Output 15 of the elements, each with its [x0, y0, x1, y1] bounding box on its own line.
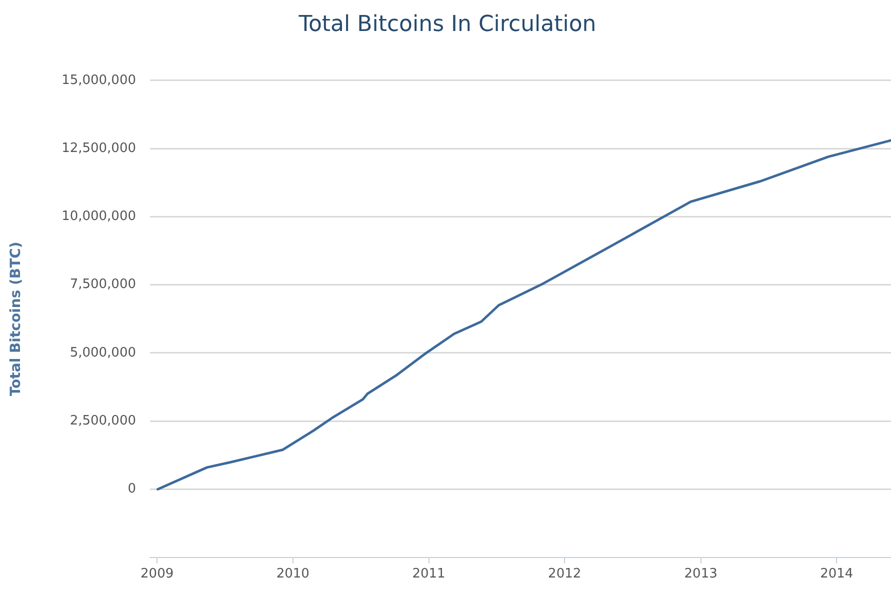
y-tick-label: 12,500,000 [62, 140, 136, 156]
x-tick-label: 2013 [684, 566, 718, 582]
y-axis-title: Total Bitcoins (BTC) [8, 242, 24, 396]
x-tick-label: 2014 [820, 566, 854, 582]
x-tick-label: 2012 [548, 566, 582, 582]
x-tick-label: 2009 [140, 566, 174, 582]
x-tick-label: 2010 [276, 566, 310, 582]
y-tick-label: 15,000,000 [62, 72, 136, 88]
x-tick-label: 2011 [412, 566, 446, 582]
y-tick-label: 2,500,000 [70, 413, 136, 428]
y-tick-label: 5,000,000 [70, 345, 136, 360]
y-tick-label: 0 [128, 482, 136, 497]
chart-title: Total Bitcoins In Circulation [298, 12, 596, 37]
y-tick-label: 7,500,000 [70, 277, 136, 292]
y-tick-label: 10,000,000 [62, 209, 136, 224]
